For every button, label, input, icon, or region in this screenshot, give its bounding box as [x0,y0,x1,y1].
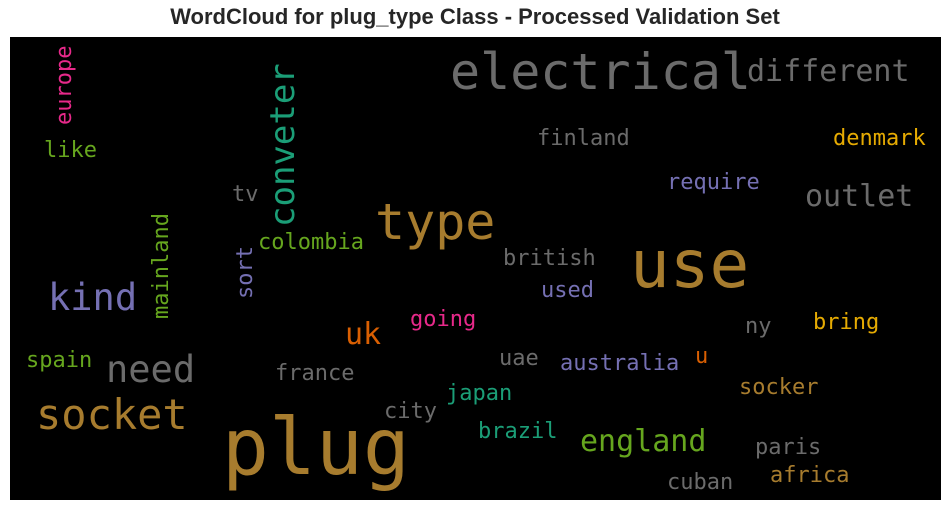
word-australia: australia [560,351,680,376]
word-uae: uae [499,346,539,371]
word-africa: africa [770,463,850,488]
word-conveter: conveter [263,63,303,227]
word-kind: kind [48,276,138,319]
word-city: city [384,399,437,424]
word-sort: sort [233,246,258,299]
word-british: british [503,246,596,271]
word-going: going [410,307,477,332]
word-require: require [667,170,760,195]
word-like: like [44,138,97,163]
word-ny: ny [745,314,772,339]
word-japan: japan [446,381,513,406]
word-france: france [275,361,355,386]
word-used: used [541,278,594,303]
word-u: u [695,344,709,369]
wordcloud-canvas: plug use electrical type socket conveter… [10,37,941,500]
word-finland: finland [537,126,630,151]
word-denmark: denmark [833,126,926,151]
word-colombia: colombia [258,230,364,255]
word-brazil: brazil [478,419,558,444]
word-plug: plug [222,403,410,493]
word-spain: spain [26,348,93,373]
word-bring: bring [813,310,880,335]
word-outlet: outlet [805,179,914,214]
word-type: type [375,193,496,251]
word-use: use [630,226,750,303]
word-europe: europe [52,45,77,125]
word-mainland: mainland [149,213,174,319]
chart-title: WordCloud for plug_type Class - Processe… [170,4,780,29]
word-paris: paris [755,435,822,460]
word-need: need [106,348,196,391]
word-uk: uk [345,317,382,352]
word-socker: socker [739,375,819,400]
word-cuban: cuban [667,470,734,495]
word-electrical: electrical [450,43,752,101]
word-socket: socket [36,390,188,439]
word-tv: tv [232,182,259,207]
word-different: different [747,54,910,89]
word-england: england [580,424,707,459]
